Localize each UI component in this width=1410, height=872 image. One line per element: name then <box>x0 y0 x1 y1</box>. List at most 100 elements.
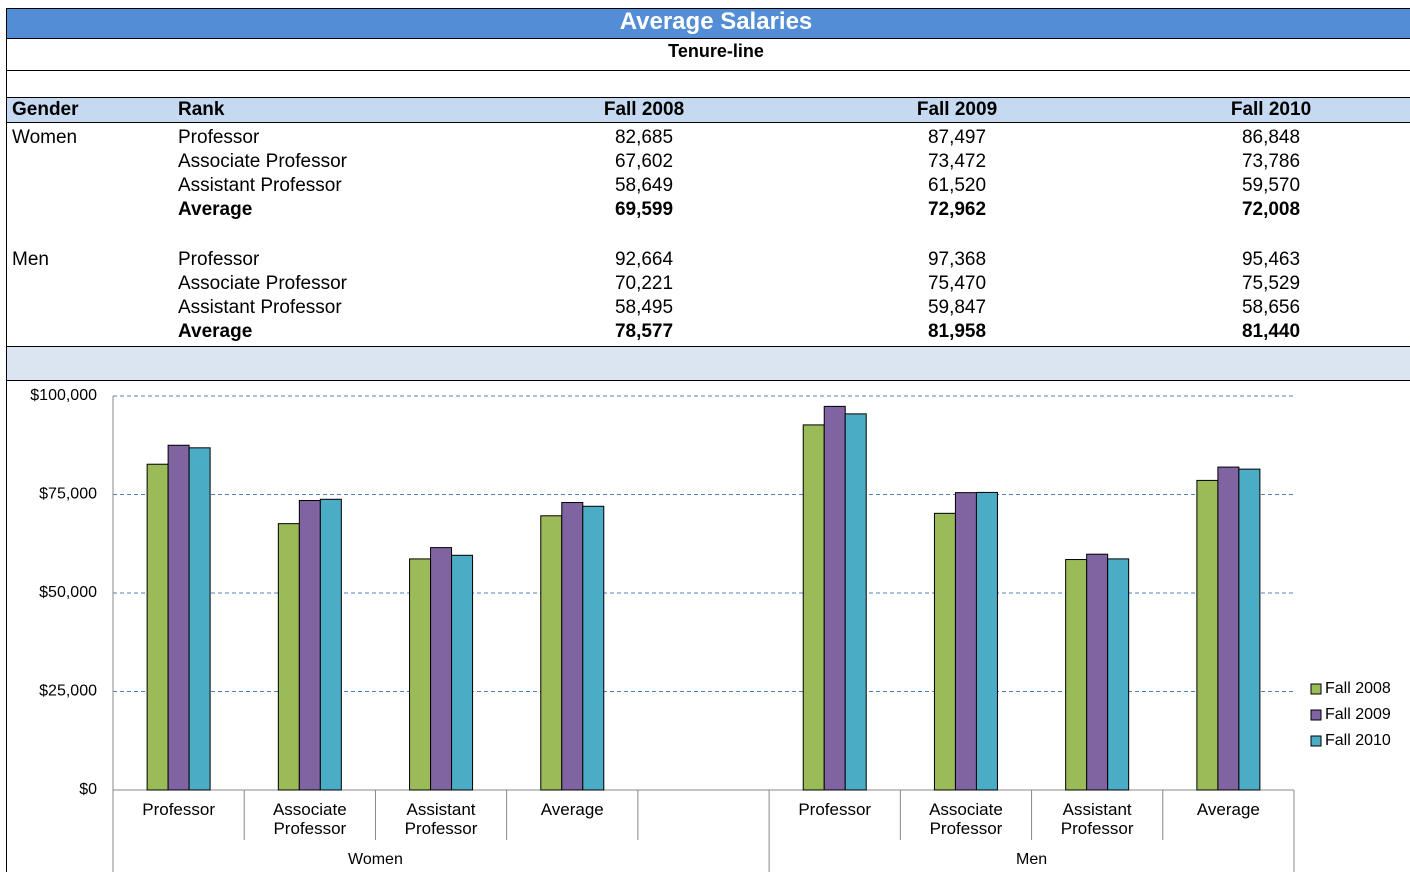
legend-swatch <box>1310 683 1322 695</box>
rank-label: Average <box>178 199 253 220</box>
bar <box>954 492 977 791</box>
rank-label: Professor <box>178 249 260 270</box>
x-tick-label: Professor <box>798 800 872 819</box>
salary-cell: 97,368 <box>927 249 987 270</box>
bar <box>1107 558 1130 791</box>
bar <box>277 523 300 791</box>
rank-label: Assistant Professor <box>178 175 342 196</box>
row-line <box>6 70 1410 71</box>
column-header: Rank <box>178 99 225 120</box>
column-header: Fall 2010 <box>1230 99 1312 120</box>
bar <box>1238 468 1261 791</box>
salary-cell: 69,599 <box>614 199 674 220</box>
x-tick-label-box: Average <box>540 800 604 819</box>
rank-label: Associate Professor <box>178 273 347 294</box>
x-tick-label: Associate Professor <box>272 800 347 838</box>
x-tick-label-box: Professor <box>142 800 215 819</box>
bar <box>1196 479 1219 791</box>
bar <box>561 502 584 791</box>
y-tick-label: $100,000 <box>30 387 97 404</box>
column-header: Fall 2008 <box>603 99 685 120</box>
rank-label: Average <box>178 321 253 342</box>
x-tick-label: Average <box>1196 800 1260 819</box>
x-tick-label: Associate Professor <box>929 800 1003 838</box>
legend-swatch <box>1310 709 1322 721</box>
salary-cell: 67,602 <box>614 151 674 172</box>
y-tick-label: $0 <box>79 781 97 798</box>
bar <box>844 413 867 791</box>
x-tick-label: Assistant Professor <box>1060 800 1134 838</box>
bar <box>1086 553 1109 791</box>
salary-cell: 75,470 <box>927 273 987 294</box>
bar <box>167 444 190 791</box>
bar <box>975 491 998 791</box>
salary-cell: 73,786 <box>1241 151 1301 172</box>
bar <box>1217 466 1240 791</box>
salary-cell: 58,656 <box>1241 297 1301 318</box>
bar <box>146 463 169 791</box>
bar <box>298 500 321 791</box>
gender-label: Women <box>12 127 78 148</box>
salary-cell: 92,664 <box>614 249 674 270</box>
rank-label: Assistant Professor <box>178 297 342 318</box>
x-tick-label: Professor <box>142 800 215 819</box>
salary-cell: 75,529 <box>1241 273 1301 294</box>
title: Average Salaries <box>619 8 813 35</box>
salary-cell: 61,520 <box>927 175 987 196</box>
band-row <box>6 346 1410 381</box>
salary-cell: 82,685 <box>614 127 674 148</box>
x-tick-label-box: Associate Professor <box>929 800 1003 838</box>
x-tick-label: Assistant Professor <box>404 800 478 838</box>
salary-cell: 73,472 <box>927 151 987 172</box>
x-tick-label-box: Assistant Professor <box>404 800 478 838</box>
gender-label: Men <box>12 249 49 270</box>
bar <box>409 558 432 791</box>
rank-label: Professor <box>178 127 260 148</box>
legend-swatch <box>1310 735 1322 747</box>
y-tick-label: $25,000 <box>39 683 97 700</box>
legend-label: Fall 2010 <box>1325 732 1391 749</box>
header-row <box>6 97 1410 123</box>
bar <box>430 547 453 791</box>
bar <box>823 405 846 791</box>
x-tick-label-box: Average <box>1196 800 1260 819</box>
salary-cell: 81,958 <box>927 321 987 342</box>
salary-cell: 72,962 <box>927 199 987 220</box>
x-tick-label-box: Professor <box>798 800 872 819</box>
bar <box>540 515 563 791</box>
salary-cell: 81,440 <box>1241 321 1301 342</box>
legend-label: Fall 2009 <box>1325 706 1391 723</box>
salary-cell: 59,847 <box>927 297 987 318</box>
bar <box>802 424 825 791</box>
x-tick-label: Average <box>540 800 604 819</box>
y-tick-label: $50,000 <box>39 584 97 601</box>
salary-cell: 58,495 <box>614 297 674 318</box>
bar <box>933 512 956 791</box>
y-tick-label: $75,000 <box>39 486 97 503</box>
salary-cell: 78,577 <box>614 321 674 342</box>
x-tick-label-box: Assistant Professor <box>1060 800 1134 838</box>
bar <box>188 447 211 791</box>
title-bar <box>6 8 1410 39</box>
bar <box>582 505 605 791</box>
salary-cell: 95,463 <box>1241 249 1301 270</box>
x-tick-label-box: Associate Professor <box>272 800 347 838</box>
group-label: Men <box>1016 851 1047 868</box>
subtitle: Tenure-line <box>668 41 764 61</box>
salary-cell: 72,008 <box>1241 199 1301 220</box>
left-border <box>6 8 7 872</box>
group-label: Women <box>348 851 403 868</box>
legend-label: Fall 2008 <box>1325 680 1391 697</box>
bar <box>451 554 474 791</box>
bar <box>319 498 342 791</box>
column-header: Gender <box>12 99 79 120</box>
salary-cell: 86,848 <box>1241 127 1301 148</box>
salary-cell: 70,221 <box>614 273 674 294</box>
salary-cell: 58,649 <box>614 175 674 196</box>
rank-label: Associate Professor <box>178 151 347 172</box>
salary-cell: 59,570 <box>1241 175 1301 196</box>
salary-cell: 87,497 <box>927 127 987 148</box>
bar <box>1065 559 1088 791</box>
